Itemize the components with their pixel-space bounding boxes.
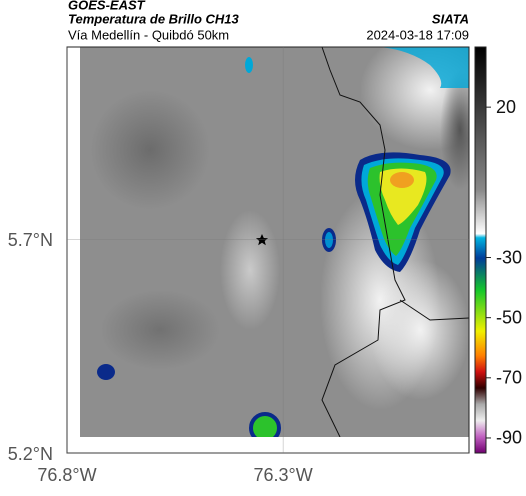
satellite-image	[80, 47, 469, 437]
subtitle: Vía Medellín - Quibdó 50km	[68, 27, 229, 42]
x-tick-label: 76.3°W	[254, 465, 313, 485]
source: GOES-EAST	[68, 0, 146, 12]
x-tick-label: 76.8°W	[37, 465, 96, 485]
colorbar	[474, 46, 487, 454]
title: Temperatura de Brillo CH13	[68, 11, 240, 26]
y-tick-label: 5.2°N	[8, 444, 53, 464]
colorbar-tick-label: -30	[496, 247, 522, 267]
y-tick-label: 5.7°N	[8, 230, 53, 250]
colorbar-tick-label: 20	[496, 97, 516, 117]
colorbar-tick-label: -90	[496, 428, 522, 448]
datetime: 2024-03-18 17:09	[366, 27, 469, 42]
colorbar-tick-label: -70	[496, 368, 522, 388]
colorbar-tick-label: -50	[496, 307, 522, 327]
brand: SIATA	[432, 11, 469, 26]
